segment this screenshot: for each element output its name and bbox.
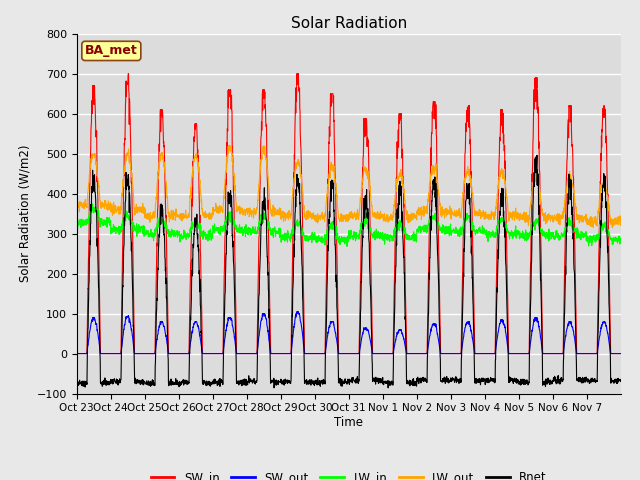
Line: Rnet: Rnet — [77, 155, 621, 388]
X-axis label: Time: Time — [334, 416, 364, 429]
LW_in — [617, 236, 625, 242]
Line: SW_in: SW_in — [77, 73, 621, 354]
SW_out — [73, 351, 81, 357]
LW_in — [343, 243, 351, 249]
LW_out — [381, 215, 389, 220]
SW_out — [617, 351, 625, 357]
LW_out — [245, 209, 253, 215]
Line: LW_out: LW_out — [77, 145, 621, 228]
SW_in — [124, 71, 132, 76]
Rnet — [73, 377, 81, 383]
SW_in — [617, 351, 625, 357]
Line: SW_out: SW_out — [77, 312, 621, 354]
LW_out — [513, 216, 520, 221]
LW_in — [127, 216, 135, 222]
Rnet — [513, 378, 520, 384]
LW_in — [382, 236, 390, 241]
LW_out — [609, 225, 616, 230]
SW_in — [127, 180, 135, 186]
Title: Solar Radiation: Solar Radiation — [291, 16, 407, 31]
Text: BA_met: BA_met — [85, 44, 138, 58]
Rnet — [127, 238, 135, 243]
LW_out — [127, 168, 135, 174]
SW_in — [245, 351, 253, 357]
SW_out — [381, 351, 389, 357]
SW_out — [244, 351, 252, 357]
LW_in — [73, 217, 81, 223]
Y-axis label: Solar Radiation (W/m2): Solar Radiation (W/m2) — [18, 145, 31, 282]
LW_out — [73, 204, 81, 210]
Legend: SW_in, SW_out, LW_in, LW_out, Rnet: SW_in, SW_out, LW_in, LW_out, Rnet — [146, 466, 552, 480]
Rnet — [617, 377, 625, 383]
SW_in — [543, 351, 551, 357]
LW_in — [544, 234, 552, 240]
LW_out — [543, 216, 551, 222]
Rnet — [384, 385, 392, 391]
SW_out — [513, 351, 520, 357]
LW_out — [225, 143, 232, 148]
LW_in — [245, 225, 253, 230]
LW_out — [610, 218, 618, 224]
SW_in — [381, 351, 389, 357]
SW_in — [609, 351, 617, 357]
LW_in — [513, 228, 521, 234]
SW_in — [73, 351, 81, 357]
LW_out — [617, 217, 625, 223]
Rnet — [244, 377, 252, 383]
SW_out — [609, 351, 617, 357]
SW_out — [543, 351, 551, 357]
LW_in — [610, 235, 618, 241]
Rnet — [610, 378, 618, 384]
LW_in — [89, 201, 97, 207]
SW_out — [127, 325, 135, 331]
SW_in — [513, 351, 520, 357]
Rnet — [544, 379, 552, 385]
Rnet — [381, 378, 389, 384]
Line: LW_in: LW_in — [77, 204, 621, 246]
Rnet — [533, 152, 541, 158]
SW_out — [293, 309, 301, 314]
